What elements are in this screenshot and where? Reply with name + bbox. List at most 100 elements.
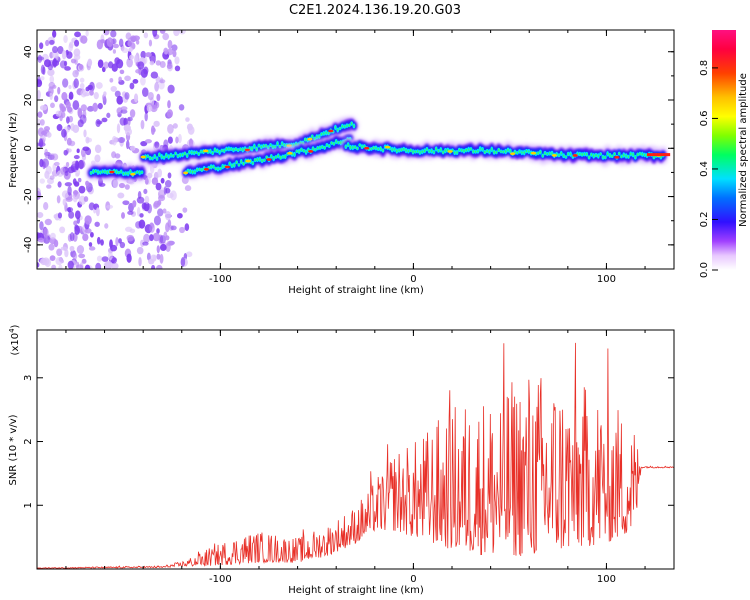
ridge-peak — [307, 137, 313, 141]
noise-speck — [43, 202, 49, 211]
ridge-cell — [170, 154, 172, 157]
ridge-cell — [335, 140, 337, 143]
noise-speck — [95, 207, 100, 217]
ridge-cell — [629, 152, 632, 156]
ridge-cell — [634, 156, 637, 159]
noise-speck — [144, 139, 152, 144]
ridge-cell — [255, 147, 258, 151]
noise-speck — [82, 233, 89, 242]
noise-speck — [81, 258, 87, 264]
ridge-cell — [330, 141, 333, 145]
ridge-cell — [189, 170, 192, 173]
ridge-cell — [321, 145, 324, 149]
noise-speck — [164, 179, 172, 188]
noise-speck — [87, 58, 93, 67]
noise-speck — [46, 184, 52, 189]
colorbar-tick-label: 0.2 — [699, 212, 710, 228]
noise-speck — [68, 41, 74, 49]
noise-speck — [111, 262, 119, 269]
noise-speck — [144, 111, 148, 122]
ridge-cell — [507, 148, 509, 152]
x-tick-label: 100 — [597, 574, 616, 585]
noise-speck — [163, 47, 169, 55]
ridge-cell — [221, 165, 224, 168]
noise-speck — [112, 49, 117, 54]
ridge-cell — [201, 168, 203, 172]
ridge-cell — [267, 146, 270, 149]
snr-scale-suffix: ) — [10, 324, 21, 328]
ridge-cell — [539, 150, 542, 154]
noise-speck — [139, 213, 144, 218]
ridge-cell — [211, 151, 214, 155]
ridge-cell — [337, 141, 340, 145]
ridge-cell — [312, 147, 314, 151]
ridge-cell — [283, 143, 286, 147]
noise-speck — [108, 250, 113, 261]
noise-speck — [63, 34, 68, 44]
y-tick-label: -20 — [23, 188, 34, 204]
noise-speck — [110, 244, 118, 252]
noise-speck — [130, 35, 137, 42]
noise-speck — [73, 48, 81, 57]
noise-speck — [64, 182, 73, 187]
ridge-cell — [251, 147, 253, 151]
ridge-cell — [136, 170, 139, 174]
noise-speck — [37, 262, 40, 268]
ridge-cell — [611, 155, 614, 158]
noise-speck — [43, 126, 50, 132]
ridge-cell — [127, 172, 129, 175]
noise-speck — [40, 130, 47, 136]
noise-speck — [157, 200, 162, 206]
ridge-cell — [156, 157, 158, 160]
ridge-cell — [320, 133, 323, 136]
ridge-cell — [151, 157, 154, 160]
noise-speck — [64, 248, 69, 258]
ridge-cell — [470, 147, 472, 151]
ridge-cell — [94, 169, 97, 173]
noise-speck — [126, 253, 132, 263]
ridge-peak — [140, 155, 146, 159]
noise-speck — [126, 57, 133, 68]
ridge-cell — [296, 150, 298, 153]
ridge-cell — [509, 150, 512, 153]
noise-speck — [135, 69, 142, 74]
noise-speck — [61, 128, 67, 138]
ridge-cell — [391, 148, 393, 151]
noise-speck — [64, 66, 71, 71]
noise-speck — [45, 39, 50, 47]
ridge-peak — [551, 154, 557, 157]
ridge-cell — [302, 149, 305, 153]
noise-speck — [58, 264, 63, 269]
noise-speck — [103, 61, 109, 69]
ridge-cell — [567, 152, 569, 156]
noise-speck — [95, 82, 103, 89]
noise-speck — [52, 45, 58, 54]
noise-speck — [49, 75, 55, 84]
noise-speck — [135, 221, 142, 229]
noise-speck — [79, 114, 87, 125]
ridge-cell — [217, 167, 219, 170]
ridge-peak — [244, 148, 251, 152]
ridge-cell — [300, 148, 303, 152]
ridge-cell — [256, 158, 259, 161]
ridge-cell — [581, 153, 583, 156]
noise-speck — [167, 100, 171, 109]
noise-speck — [111, 63, 118, 72]
ridge-cell — [129, 170, 132, 174]
noise-speck — [157, 168, 163, 178]
noise-speck — [61, 106, 67, 112]
noise-speck — [133, 93, 139, 103]
ridge-cell — [588, 155, 590, 159]
ridge-cell — [265, 144, 267, 148]
ridge-cell — [279, 156, 282, 160]
ridge-cell — [125, 172, 127, 175]
noise-speck — [153, 215, 161, 226]
noise-speck — [72, 252, 78, 260]
ridge-cell — [200, 150, 202, 153]
noise-speck — [170, 190, 177, 201]
ridge-cell — [590, 153, 593, 156]
noise-speck — [40, 64, 45, 75]
ridge-cell — [430, 149, 433, 153]
ridge-peak — [510, 152, 516, 156]
